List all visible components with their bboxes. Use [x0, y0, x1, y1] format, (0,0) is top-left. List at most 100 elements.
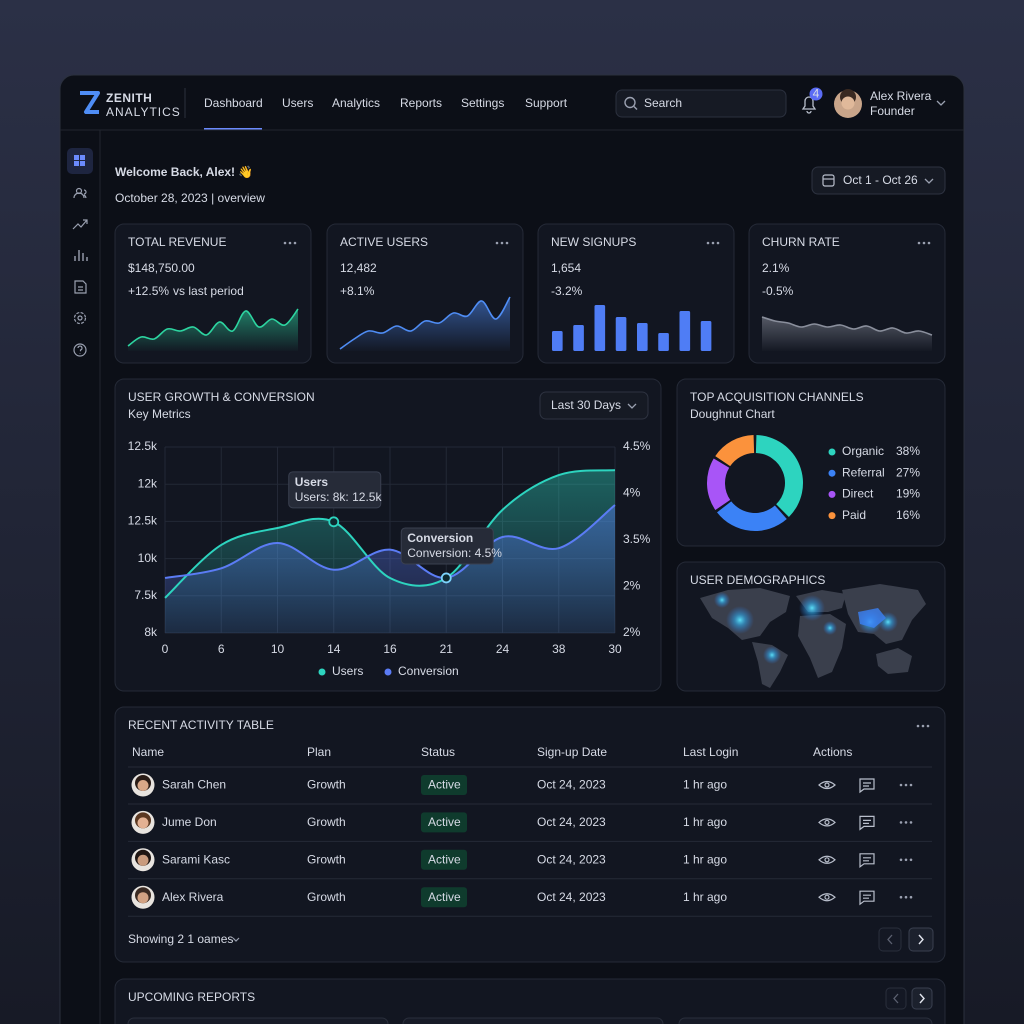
- activity-card: [114, 706, 946, 963]
- more-dot: [917, 241, 921, 245]
- action-view[interactable]: [818, 780, 836, 790]
- x-tick-label: 14: [327, 642, 341, 656]
- date-range-button[interactable]: [811, 166, 946, 195]
- report-tile: [678, 1017, 933, 1024]
- action-comment[interactable]: [859, 778, 875, 794]
- page-title: Welcome Back, Alex! 👋: [115, 165, 253, 179]
- action-view[interactable]: [818, 855, 836, 864]
- action-view[interactable]: [818, 818, 836, 827]
- more-dot: [926, 724, 930, 728]
- tooltip-title: Conversion: [407, 531, 473, 545]
- notification-badge: [809, 87, 823, 101]
- reports-prev[interactable]: [885, 987, 907, 1010]
- nav-active-indicator: [204, 128, 262, 130]
- more-dot: [283, 241, 287, 245]
- legend-label: Referral: [842, 465, 885, 479]
- page-subtitle: October 28, 2023 | overview: [115, 191, 265, 205]
- action-view[interactable]: [818, 893, 836, 902]
- y2-tick-label: 2%: [623, 625, 641, 639]
- cell-text: 1 hr ago: [683, 815, 727, 829]
- cell-text: Alex Rivera: [162, 890, 224, 904]
- row-avatar-face: [137, 780, 149, 791]
- column-header: Status: [421, 745, 455, 759]
- calendar-icon: [822, 174, 835, 187]
- kpi-bar: [637, 323, 648, 351]
- kpi-change: +12.5%: [128, 284, 169, 298]
- status-text: Active: [428, 852, 461, 866]
- status-badge: [421, 887, 467, 908]
- kpi-change: +8.1%: [340, 284, 375, 298]
- more-dot: [921, 724, 925, 728]
- action-comment[interactable]: [859, 890, 875, 906]
- kpi-value: 12,482: [340, 261, 377, 275]
- sidebar-icon-help[interactable]: [73, 343, 87, 357]
- nav-item[interactable]: Dashboard: [204, 96, 263, 110]
- nav-item[interactable]: Analytics: [332, 96, 380, 110]
- user-role: Founder: [870, 104, 915, 118]
- page-prev-icon: [887, 934, 893, 945]
- more-dot: [909, 858, 913, 862]
- kpi-sparkline: [339, 296, 511, 350]
- cell-text: 1 hr ago: [683, 890, 727, 904]
- card-title: USER DEMOGRAPHICS: [690, 573, 825, 587]
- nav-item[interactable]: Users: [282, 96, 313, 110]
- kpi-bar: [658, 333, 669, 351]
- legend-label: Organic: [842, 444, 884, 458]
- map-hotspot: [763, 646, 781, 664]
- cell-text: Sarami Kasc: [162, 852, 230, 866]
- search-box[interactable]: [615, 89, 787, 118]
- action-comment[interactable]: [859, 853, 875, 868]
- more-dot: [899, 821, 903, 824]
- y2-tick-label: 4.5%: [623, 439, 651, 453]
- sidebar-icon-analytics[interactable]: [72, 219, 88, 230]
- page-prev[interactable]: [878, 927, 902, 952]
- reports-card: [114, 978, 946, 1024]
- cell-text: 1 hr ago: [683, 778, 727, 792]
- legend-value: 19%: [896, 487, 920, 501]
- search-icon: [633, 106, 638, 110]
- y-tick-label: 7.5k: [134, 588, 158, 602]
- status-badge: [421, 812, 467, 833]
- action-view: [824, 894, 830, 900]
- nav-item[interactable]: Reports: [400, 96, 442, 110]
- row-avatar-face: [137, 854, 149, 866]
- map-highlight: [858, 608, 886, 628]
- series-line: [164, 469, 616, 599]
- page-next[interactable]: [908, 927, 934, 952]
- search-placeholder: Search: [644, 96, 682, 110]
- range-button[interactable]: [539, 391, 649, 420]
- reports-next[interactable]: [911, 987, 933, 1010]
- action-comment[interactable]: [859, 815, 875, 831]
- chevron: [232, 937, 240, 942]
- chart-title: USER GROWTH & CONVERSION: [128, 390, 315, 404]
- donut-segment: [715, 435, 755, 467]
- brand-tagline: ANALYTICS: [106, 105, 181, 119]
- nav-item[interactable]: Settings: [461, 96, 504, 110]
- bell-icon[interactable]: [801, 96, 817, 114]
- kpi-area: [340, 297, 510, 351]
- donut-segment: [717, 501, 787, 531]
- nav-item[interactable]: Support: [525, 96, 568, 110]
- legend-swatch: [318, 668, 326, 676]
- more-dot: [916, 724, 920, 728]
- status-text: Active: [428, 815, 461, 829]
- action-view: [824, 819, 830, 826]
- y-tick-label: 10k: [138, 551, 158, 565]
- more-dot: [495, 241, 499, 245]
- legend-label: Paid: [842, 508, 866, 522]
- tooltip: [400, 527, 494, 565]
- kpi-value: 1,654: [551, 261, 581, 275]
- sidebar-icon-docs[interactable]: [74, 280, 87, 294]
- legend-label: Direct: [842, 487, 874, 501]
- kpi-label: TOTAL REVENUE: [128, 235, 226, 249]
- kpi-change: -3.2%: [551, 284, 583, 298]
- kpi-label: NEW SIGNUPS: [551, 235, 636, 249]
- sidebar-icon-settings[interactable]: [73, 311, 87, 325]
- column-header: Actions: [813, 745, 852, 759]
- sidebar-icon-reports[interactable]: [74, 250, 88, 261]
- cell-text: Growth: [307, 778, 346, 792]
- search-icon: [624, 96, 636, 109]
- cell-text: Growth: [307, 852, 346, 866]
- sidebar-icon-users[interactable]: [73, 187, 87, 199]
